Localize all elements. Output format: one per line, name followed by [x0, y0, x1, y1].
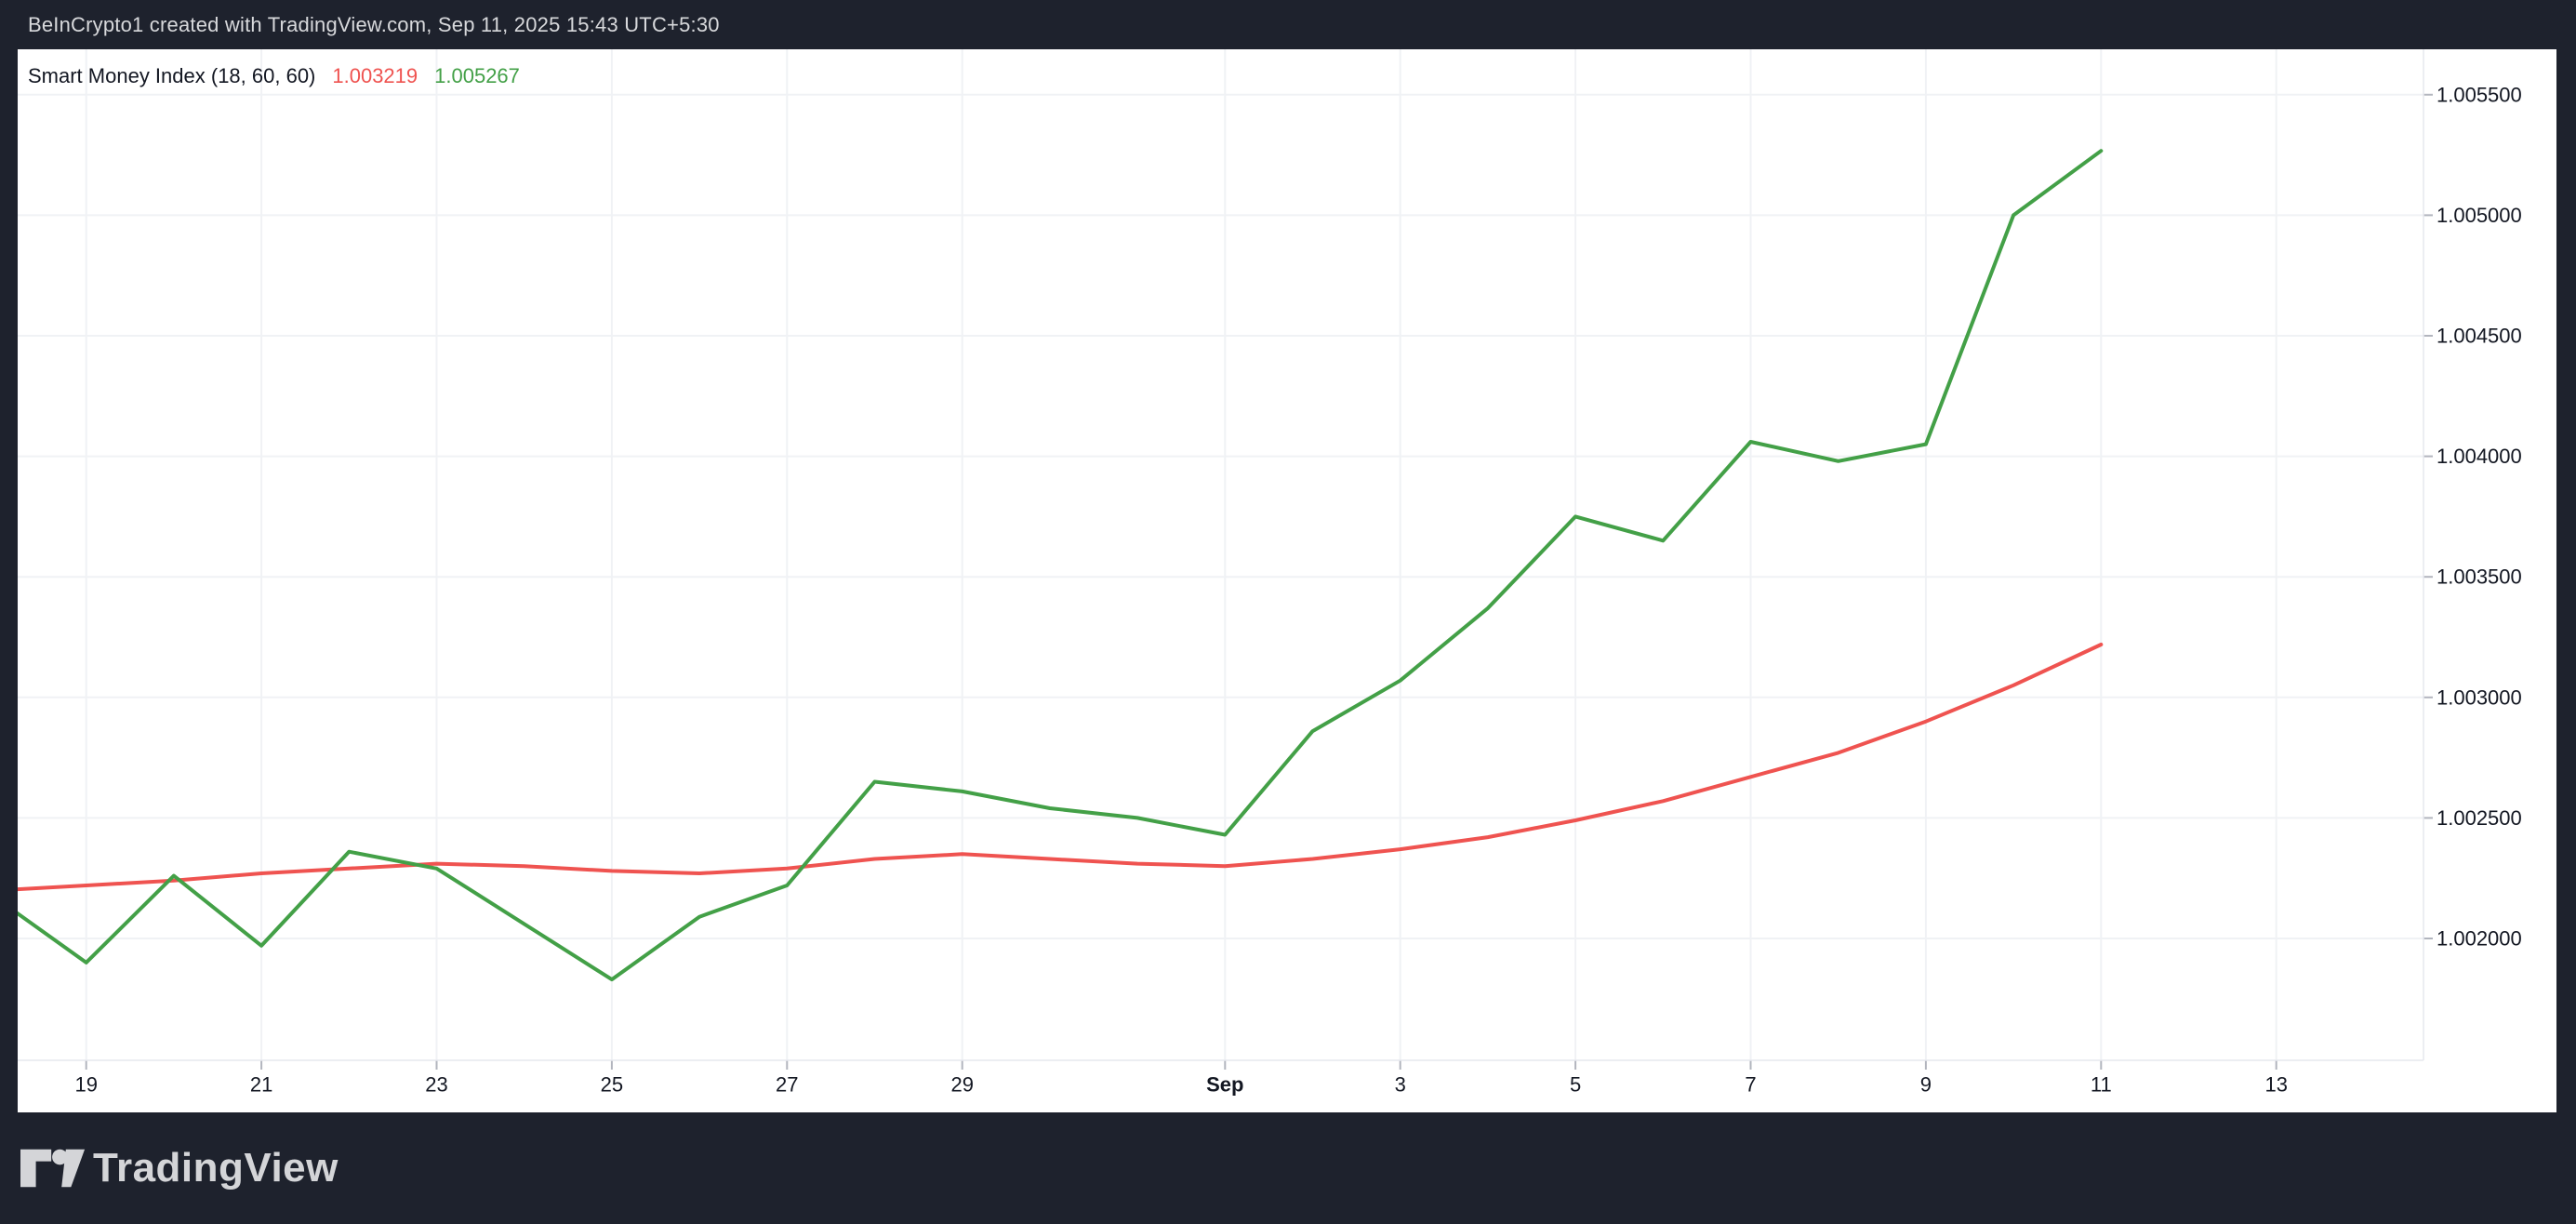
time-axis-label: 27 — [776, 1073, 798, 1097]
indicator-value-green: 1.005267 — [434, 64, 520, 87]
price-axis-label: 1.004000 — [2437, 445, 2522, 468]
time-axis-label: 5 — [1570, 1073, 1581, 1097]
price-axis-label: 1.004500 — [2437, 325, 2522, 348]
indicator-title: Smart Money Index (18, 60, 60) — [28, 64, 316, 87]
time-axis-label: 7 — [1745, 1073, 1756, 1097]
series-lines — [18, 149, 2104, 982]
time-axis-label: 29 — [950, 1073, 973, 1097]
indicator-legend: Smart Money Index (18, 60, 60) 1.003219 … — [28, 64, 520, 88]
axis-ticks — [18, 49, 2433, 1070]
time-axis-label: 3 — [1395, 1073, 1406, 1097]
snapshot-attribution-text: BeInCrypto1 created with TradingView.com… — [28, 12, 720, 36]
time-axis-label: 23 — [425, 1073, 447, 1097]
time-axis-label: 13 — [2264, 1073, 2287, 1097]
price-chart-svg: 1.005500 1.005000 1.004500 1.004000 1.003500… — [18, 49, 2522, 1097]
time-axis-label: 21 — [250, 1073, 272, 1097]
smi-red-line — [18, 643, 2104, 892]
axis-labels: 1.005500 1.005000 1.004500 1.004000 1.003500… — [74, 83, 2521, 1096]
time-axis-label: 25 — [601, 1073, 623, 1097]
price-axis-label: 1.003500 — [2437, 565, 2522, 589]
tradingview-wordmark: TradingView — [93, 1145, 339, 1191]
price-axis-label: 1.002000 — [2437, 927, 2522, 951]
smi-green-line — [18, 149, 2104, 982]
price-axis-label: 1.002500 — [2437, 806, 2522, 830]
price-axis-label: 1.003000 — [2437, 685, 2522, 709]
time-axis-label: 19 — [74, 1073, 97, 1097]
grid-lines — [18, 49, 2423, 1060]
tradingview-logo-icon — [20, 1149, 86, 1188]
time-axis-label: Sep — [1206, 1073, 1243, 1097]
chart-panel: 1.005500 1.005000 1.004500 1.004000 1.003500… — [18, 49, 2556, 1112]
price-axis-label: 1.005500 — [2437, 83, 2522, 106]
snapshot-header: BeInCrypto1 created with TradingView.com… — [0, 0, 2576, 49]
time-axis-label: 9 — [1920, 1073, 1932, 1097]
indicator-value-red: 1.003219 — [332, 64, 418, 87]
price-axis-label: 1.005000 — [2437, 204, 2522, 227]
snapshot-footer: TradingView — [0, 1112, 2576, 1224]
time-axis-label: 11 — [2091, 1073, 2112, 1097]
